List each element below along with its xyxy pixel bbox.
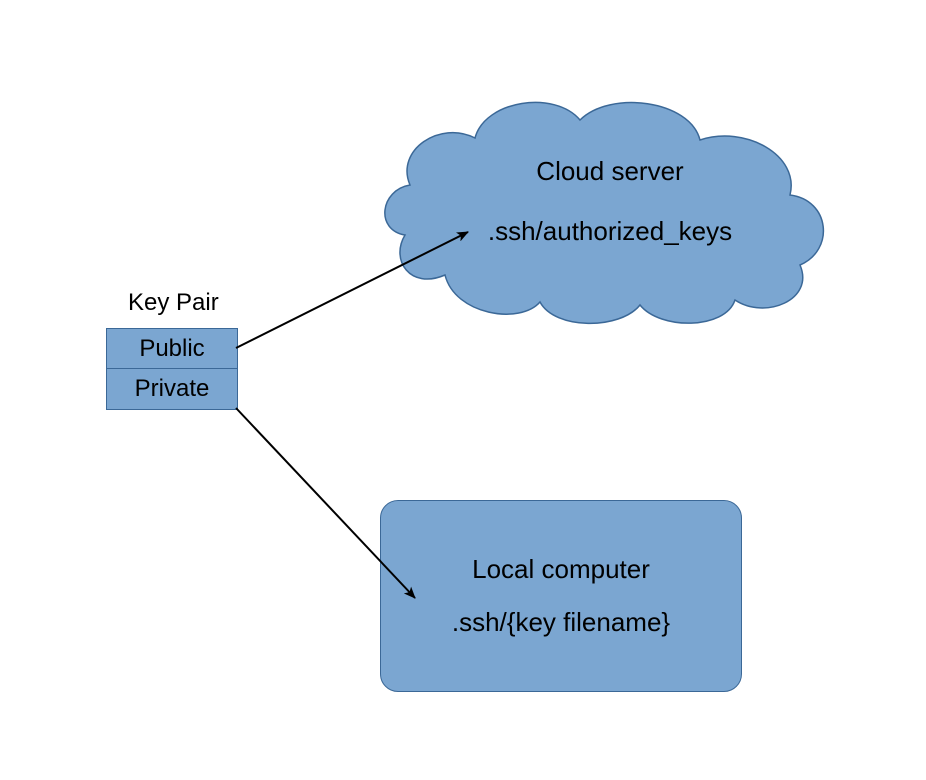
private-key-label: Private [135,375,210,403]
local-title: Local computer [472,554,650,585]
keypair-title: Key Pair [128,289,219,317]
public-key-box: Public [106,328,238,370]
cloud-subtitle: .ssh/authorized_keys [488,216,732,246]
private-key-box: Private [106,368,238,410]
arrow-public-to-cloud [236,232,468,348]
public-key-label: Public [139,335,204,363]
cloud-title: Cloud server [536,156,684,186]
diagram-canvas: Key Pair Public Private Local computer .… [0,0,926,780]
cloud-shape [385,102,824,323]
local-computer-box: Local computer .ssh/{key filename} [380,500,742,692]
local-subtitle: .ssh/{key filename} [452,607,670,638]
